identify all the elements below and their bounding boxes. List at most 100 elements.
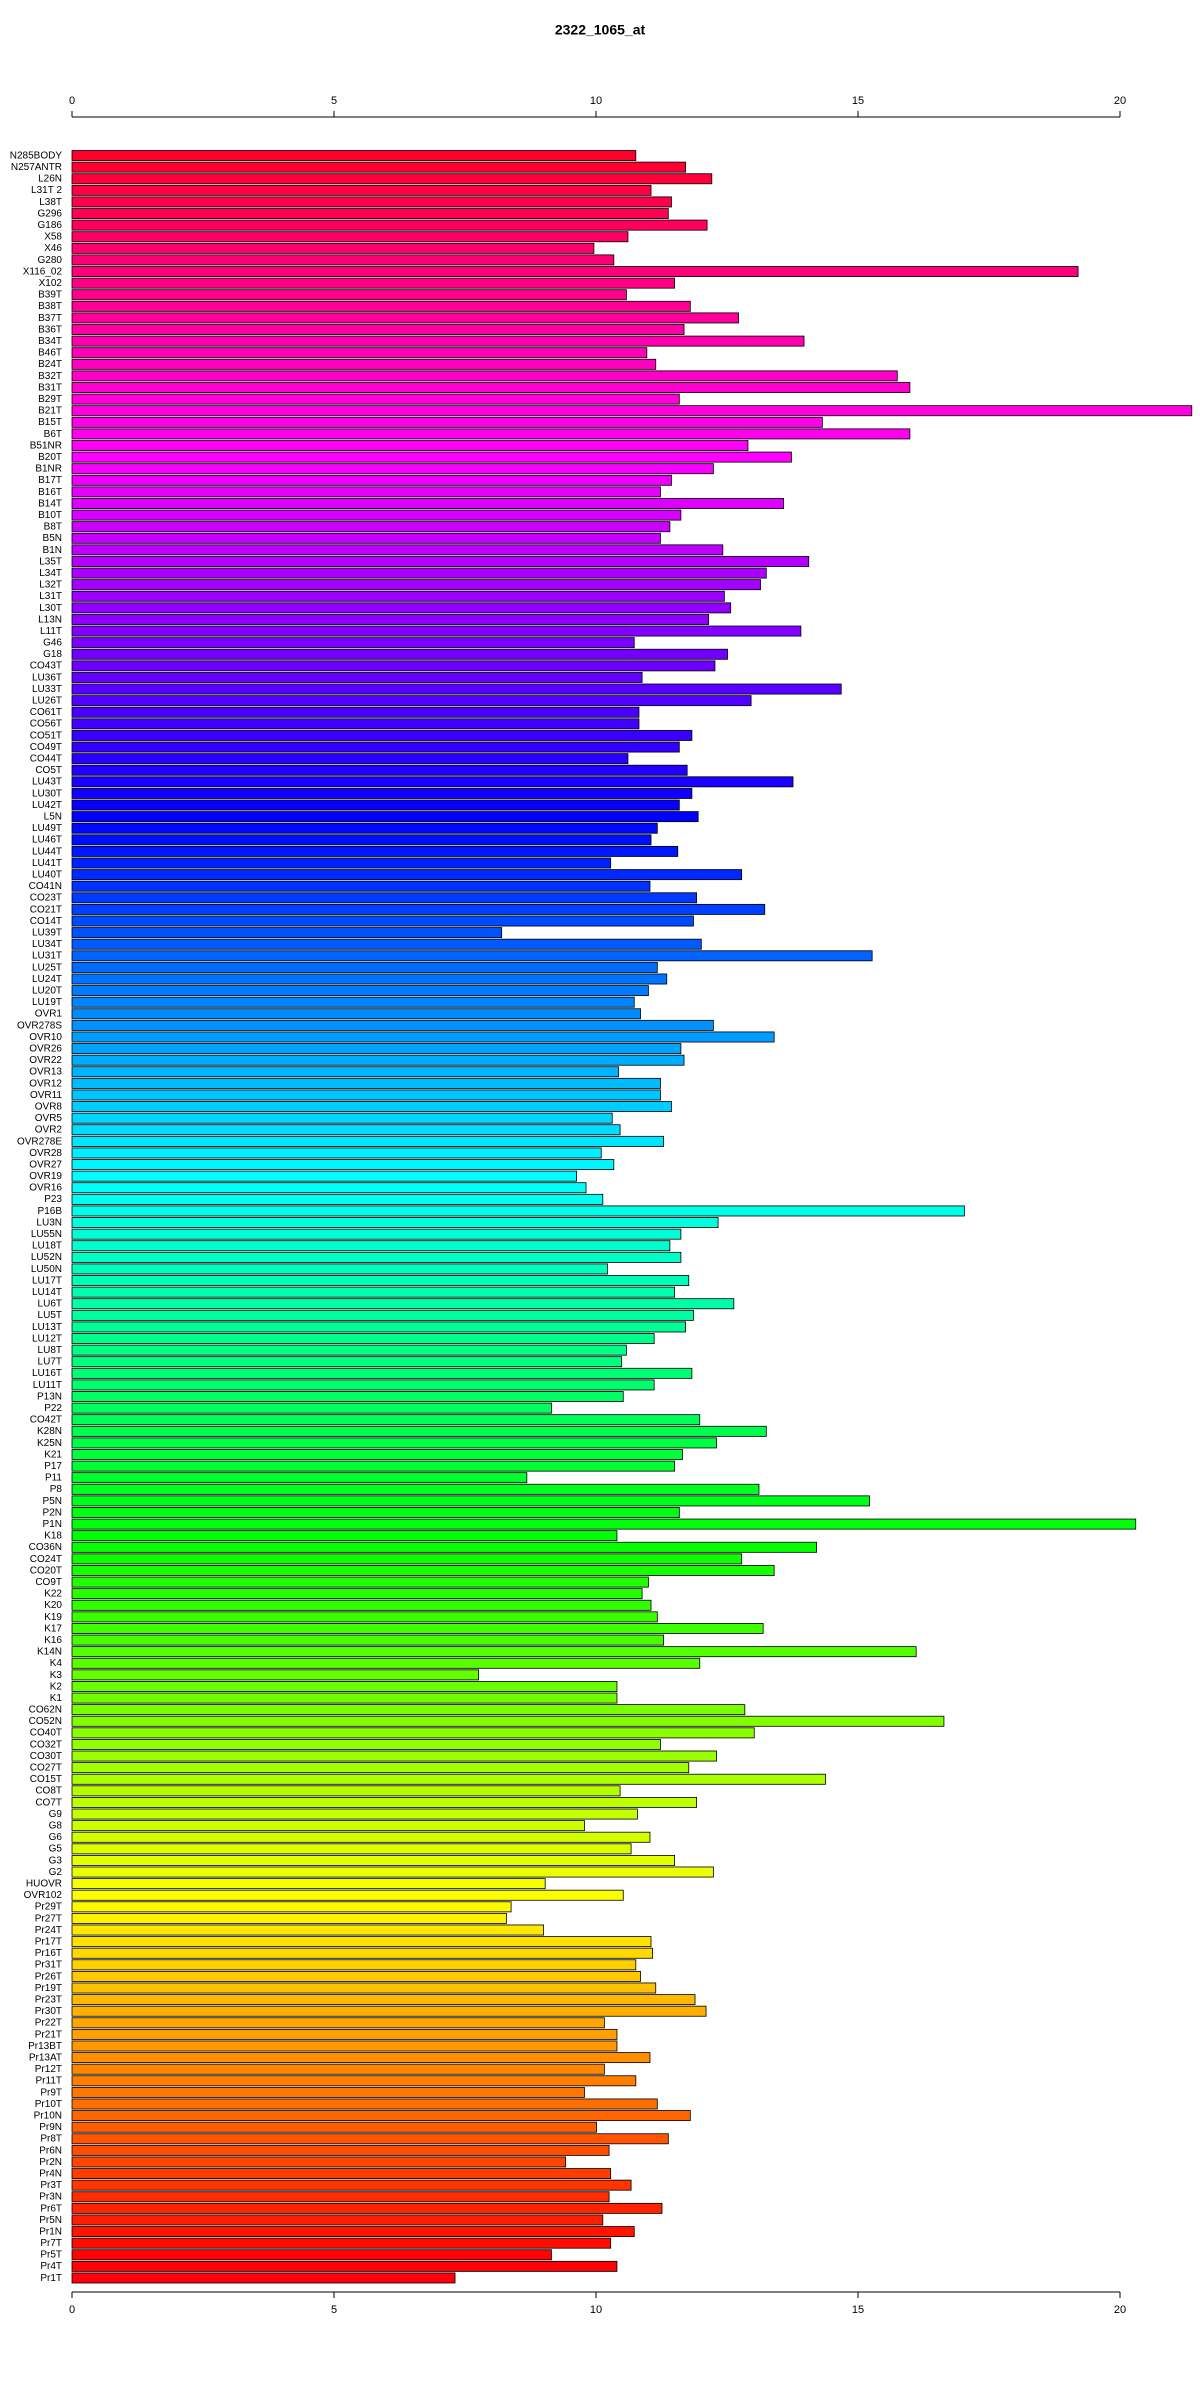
category-label: Pr17T [35,1937,62,1948]
category-label: LU17T [32,1275,62,1286]
category-label: CO21T [30,904,62,915]
category-label: Pr1T [40,2273,62,2284]
bar [71,474,672,486]
category-label: X116_02 [23,266,63,277]
bar [71,1657,701,1669]
x-tick-label: 0 [69,95,75,107]
category-label: LU34T [32,939,62,950]
category-label: K25N [37,1438,62,1449]
category-label: CO9T [35,1577,62,1588]
category-label: CO62N [29,1705,62,1716]
bar [71,811,699,823]
bar [71,567,767,579]
x-tick-label: 20 [1114,2304,1126,2316]
category-label: OVR5 [35,1113,63,1124]
category-label: CO32T [30,1739,62,1750]
category-label: B38T [38,301,62,312]
category-label: B31T [38,382,62,393]
category-label: Pr22T [35,2018,62,2029]
category-label: LU6T [38,1299,62,1310]
category-label: L11T [40,626,62,637]
bar [71,1391,624,1402]
bar [71,776,794,788]
category-label: B8T [44,522,62,533]
category-label: Pr31T [35,1960,62,1971]
bar [71,521,671,533]
bar [71,1066,619,1078]
bar [71,1947,653,1959]
bar [71,695,752,707]
bar [71,614,710,625]
category-label: Pr6T [40,2203,62,2214]
category-label: G6 [49,1832,63,1843]
bar [71,1309,694,1321]
category-label: LU49T [32,823,62,834]
bar [71,184,652,196]
category-label: G46 [43,638,62,649]
bar [71,300,691,312]
bar [71,150,637,161]
bar [71,857,612,869]
bar [71,1611,658,1623]
category-label: L26N [38,174,62,185]
bar [71,2017,605,2029]
category-label: OVR278S [17,1020,62,1031]
bar [71,1402,552,1414]
category-label: LU46T [32,835,62,846]
bar [71,1982,657,1994]
x-tick-label: 5 [331,95,337,107]
bar [71,2133,669,2145]
category-label: CO7T [35,1797,62,1808]
category-label: CO49T [30,742,62,753]
x-tick-label: 10 [590,95,602,107]
bar [71,1530,618,1542]
category-label: LU8T [38,1345,62,1356]
bar [71,2075,637,2087]
category-label: OVR10 [29,1032,62,1043]
category-label: OVR12 [29,1078,62,1089]
bar [71,2040,618,2052]
bar [71,787,693,799]
bar [71,2121,597,2133]
bar [71,2226,635,2238]
bar [71,892,698,904]
category-label: LU5T [38,1310,62,1321]
bar [71,625,802,637]
category-label: B17T [38,475,62,486]
bar [71,834,652,846]
category-label: B1NR [35,464,62,475]
category-label: Pr13BT [28,2041,62,2052]
bar [71,1251,682,1263]
category-label: OVR8 [35,1101,63,1112]
bar [71,1379,655,1391]
chart-title: 2322_1065_at [555,22,646,38]
bar [71,1681,618,1692]
category-label: P8 [50,1484,63,1495]
bar [71,2144,610,2156]
bar [71,1112,613,1124]
bar [71,2086,585,2098]
category-label: Pr9N [39,2122,62,2133]
bar [71,1889,624,1901]
bar [71,672,643,683]
bar [71,1936,652,1948]
category-label: LU40T [32,870,62,881]
bar [71,2063,605,2075]
category-label: Pr9T [40,2087,62,2098]
category-label: K28N [37,1426,62,1437]
bar [71,799,680,811]
bar [71,1646,917,1658]
category-label: N257ANTR [11,162,62,173]
bar [71,961,658,973]
category-label: G186 [38,220,63,231]
category-label: LU18T [32,1241,62,1252]
bar [71,1912,507,1924]
category-label: LU20T [32,985,62,996]
bar [71,903,766,915]
bar [71,1565,775,1576]
bar [71,2237,612,2249]
bar [71,208,669,219]
bar [71,1263,608,1275]
category-label: G8 [49,1821,63,1832]
category-label: B29T [38,394,62,405]
